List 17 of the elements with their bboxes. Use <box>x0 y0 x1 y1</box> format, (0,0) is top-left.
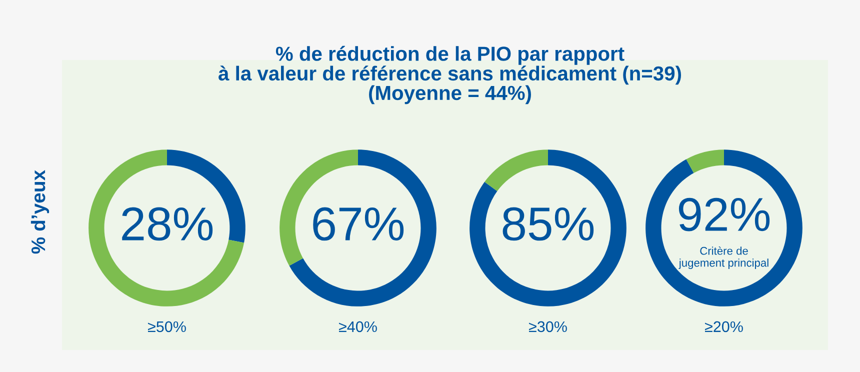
donut-slice <box>88 150 244 306</box>
donut-slice <box>470 150 626 306</box>
text: ≥40% <box>339 321 377 332</box>
data-label: 28% <box>122 207 213 241</box>
text: % de réduction de la PIO par rapport à la valeur de référence sans médicament (n=39) (Moyenne = 44%) <box>218 46 682 104</box>
donut-slice <box>646 150 802 306</box>
text: ≥50% <box>148 321 186 332</box>
donut-slice <box>289 150 436 306</box>
text: ≥20% <box>705 321 743 332</box>
data-label: 67% <box>313 207 404 241</box>
text: % d’yeux <box>30 170 50 254</box>
data-label: 92% <box>678 198 770 232</box>
donut-slice <box>686 150 724 174</box>
donut-slice <box>484 150 548 192</box>
text: Critère de jugement principal <box>678 246 768 269</box>
data-label: 85% <box>502 207 594 241</box>
text: ≥30% <box>529 321 567 332</box>
